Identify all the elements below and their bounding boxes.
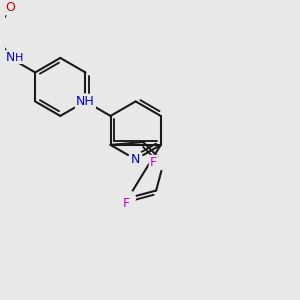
Circle shape <box>3 51 17 65</box>
Text: F: F <box>123 197 130 210</box>
Circle shape <box>3 1 17 15</box>
Circle shape <box>121 191 135 205</box>
Circle shape <box>156 155 171 170</box>
Circle shape <box>128 152 143 167</box>
Text: H: H <box>15 53 23 63</box>
Text: NH: NH <box>76 95 95 108</box>
Circle shape <box>78 94 93 109</box>
Text: O: O <box>5 1 15 14</box>
Text: N: N <box>131 153 140 166</box>
Text: N: N <box>5 51 15 64</box>
Text: F: F <box>150 156 157 169</box>
